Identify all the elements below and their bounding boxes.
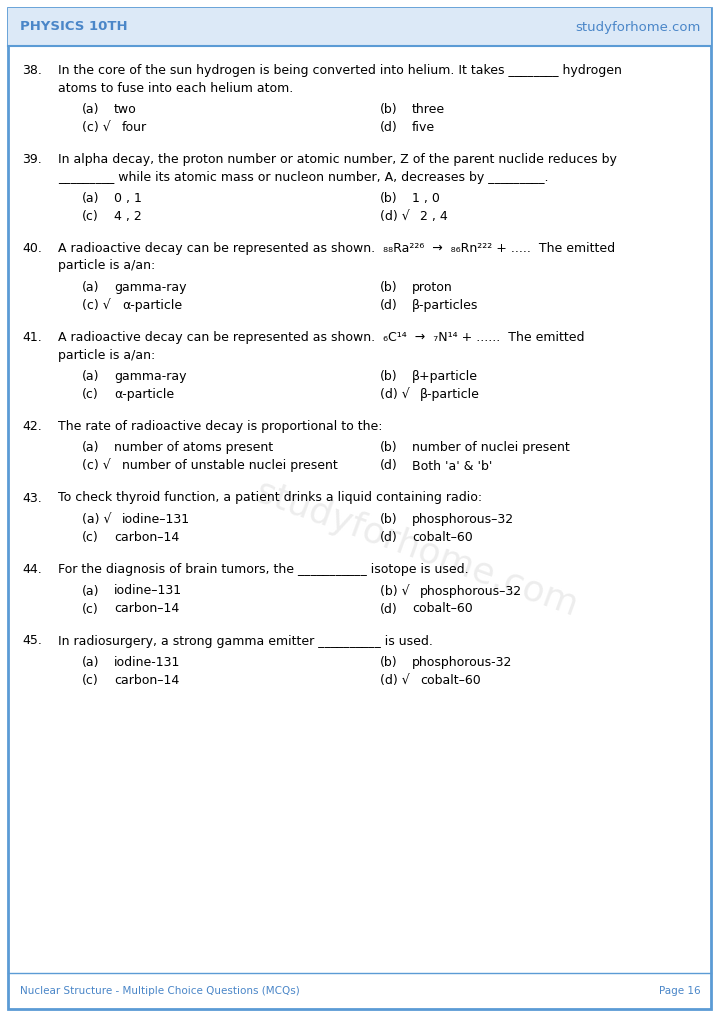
Text: 2 , 4: 2 , 4 (420, 210, 448, 223)
Text: cobalt–60: cobalt–60 (420, 674, 481, 687)
Text: proton: proton (412, 281, 453, 294)
Text: (c): (c) (82, 531, 99, 544)
Text: 4 , 2: 4 , 2 (114, 210, 142, 223)
Bar (8, 8, 711, 46)
Text: (c) √: (c) √ (82, 460, 111, 473)
Text: iodine–131: iodine–131 (114, 585, 182, 598)
Text: In alpha decay, the proton number or atomic number, Z of the parent nuclide redu: In alpha decay, the proton number or ato… (58, 153, 617, 166)
Text: (b) √: (b) √ (380, 585, 410, 598)
Text: carbon–14: carbon–14 (114, 531, 179, 544)
Text: four: four (122, 121, 147, 134)
Text: 43.: 43. (22, 491, 42, 504)
Text: (d) √: (d) √ (380, 210, 410, 223)
Text: (b): (b) (380, 281, 398, 294)
Text: Page 16: Page 16 (659, 986, 701, 996)
Text: PHYSICS 10TH: PHYSICS 10TH (20, 20, 128, 34)
Text: (c): (c) (82, 674, 99, 687)
Text: For the diagnosis of brain tumors, the ___________ isotope is used.: For the diagnosis of brain tumors, the _… (58, 563, 469, 576)
Text: β-particle: β-particle (420, 388, 480, 401)
Text: studyforhome.com: studyforhome.com (576, 20, 701, 34)
Text: β-particles: β-particles (412, 299, 478, 312)
Text: (c): (c) (82, 388, 99, 401)
Text: (b): (b) (380, 192, 398, 205)
Text: (b): (b) (380, 441, 398, 455)
Text: iodine–131: iodine–131 (122, 513, 190, 526)
Text: cobalt–60: cobalt–60 (412, 602, 473, 615)
Text: carbon–14: carbon–14 (114, 602, 179, 615)
Text: studyforhome.com: studyforhome.com (252, 475, 582, 623)
Text: α-particle: α-particle (122, 299, 182, 312)
Text: In radiosurgery, a strong gamma emitter __________ is used.: In radiosurgery, a strong gamma emitter … (58, 635, 433, 648)
Text: (d): (d) (380, 299, 398, 312)
Text: three: three (412, 103, 445, 116)
Text: (d) √: (d) √ (380, 674, 410, 687)
Text: (b): (b) (380, 103, 398, 116)
Text: phosphorous-32: phosphorous-32 (412, 656, 513, 669)
Text: cobalt–60: cobalt–60 (412, 531, 473, 544)
Text: number of nuclei present: number of nuclei present (412, 441, 569, 455)
Text: (b): (b) (380, 656, 398, 669)
Text: (a): (a) (82, 103, 99, 116)
Text: (c) √: (c) √ (82, 121, 111, 134)
Text: particle is a/an:: particle is a/an: (58, 259, 155, 273)
Text: The rate of radioactive decay is proportional to the:: The rate of radioactive decay is proport… (58, 420, 383, 433)
Text: (d): (d) (380, 460, 398, 473)
Text: 45.: 45. (22, 635, 42, 648)
Text: _________ while its atomic mass or nucleon number, A, decreases by _________.: _________ while its atomic mass or nucle… (58, 171, 549, 183)
Text: (d): (d) (380, 121, 398, 134)
Text: (d): (d) (380, 531, 398, 544)
Text: gamma-ray: gamma-ray (114, 370, 186, 383)
Text: five: five (412, 121, 435, 134)
Text: Nuclear Structure - Multiple Choice Questions (MCQs): Nuclear Structure - Multiple Choice Ques… (20, 986, 300, 996)
Text: A radioactive decay can be represented as shown.  ₈₈Ra²²⁶  →  ₈₆Rn²²² + .....  T: A radioactive decay can be represented a… (58, 242, 615, 255)
Text: (b): (b) (380, 513, 398, 526)
Text: (d) √: (d) √ (380, 388, 410, 401)
Text: (b): (b) (380, 370, 398, 383)
Text: 42.: 42. (22, 420, 42, 433)
Text: particle is a/an:: particle is a/an: (58, 349, 155, 361)
Text: (a): (a) (82, 441, 99, 455)
Text: β+particle: β+particle (412, 370, 478, 383)
Text: (a): (a) (82, 370, 99, 383)
Text: (d): (d) (380, 602, 398, 615)
Text: carbon–14: carbon–14 (114, 674, 179, 687)
Text: (a): (a) (82, 585, 99, 598)
Text: phosphorous–32: phosphorous–32 (412, 513, 514, 526)
Text: In the core of the sun hydrogen is being converted into helium. It takes _______: In the core of the sun hydrogen is being… (58, 64, 622, 77)
Text: 44.: 44. (22, 563, 42, 576)
Text: 41.: 41. (22, 331, 42, 344)
Text: phosphorous–32: phosphorous–32 (420, 585, 522, 598)
Text: (c): (c) (82, 210, 99, 223)
Text: (c) √: (c) √ (82, 299, 111, 312)
Text: iodine-131: iodine-131 (114, 656, 180, 669)
Text: number of unstable nuclei present: number of unstable nuclei present (122, 460, 338, 473)
Text: (a) √: (a) √ (82, 513, 111, 526)
Text: number of atoms present: number of atoms present (114, 441, 273, 455)
Text: (a): (a) (82, 281, 99, 294)
Text: (a): (a) (82, 192, 99, 205)
Text: gamma-ray: gamma-ray (114, 281, 186, 294)
Text: 38.: 38. (22, 64, 42, 77)
Text: 39.: 39. (22, 153, 42, 166)
Text: α-particle: α-particle (114, 388, 174, 401)
Text: atoms to fuse into each helium atom.: atoms to fuse into each helium atom. (58, 81, 293, 95)
Text: 0 , 1: 0 , 1 (114, 192, 142, 205)
Text: 40.: 40. (22, 242, 42, 255)
Text: 1 , 0: 1 , 0 (412, 192, 440, 205)
Text: two: two (114, 103, 137, 116)
Text: To check thyroid function, a patient drinks a liquid containing radio:: To check thyroid function, a patient dri… (58, 491, 482, 504)
Text: Both 'a' & 'b': Both 'a' & 'b' (412, 460, 493, 473)
Text: A radioactive decay can be represented as shown.  ₆C¹⁴  →  ₇N¹⁴ + ......  The em: A radioactive decay can be represented a… (58, 331, 585, 344)
Text: (a): (a) (82, 656, 99, 669)
Text: (c): (c) (82, 602, 99, 615)
